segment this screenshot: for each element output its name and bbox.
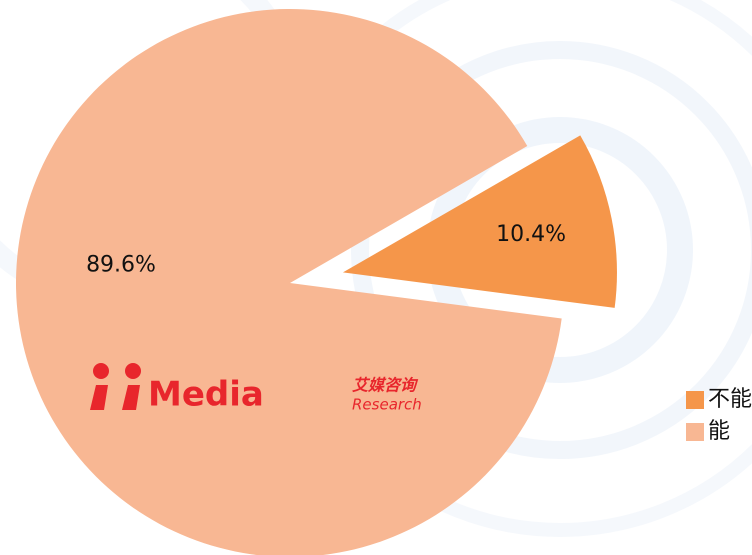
logo-dot (93, 363, 109, 379)
logo-dot (125, 363, 141, 379)
pie-slice (342, 135, 617, 308)
logo-cn: 艾媒咨询 (352, 376, 419, 395)
legend-label: 能 (708, 419, 730, 444)
legend-swatch (686, 391, 704, 409)
pie-slice (16, 9, 562, 555)
data-label: 89.6% (86, 253, 156, 278)
data-label: 10.4% (496, 222, 566, 247)
logo-mark (90, 385, 108, 410)
legend-label: 不能 (708, 387, 752, 412)
watermark: Media 艾媒咨询 Research (90, 363, 422, 415)
legend-swatch (686, 423, 704, 441)
logo-en: Research (352, 396, 422, 414)
logo-brand: Media (148, 375, 264, 415)
logo-mark (122, 385, 140, 410)
